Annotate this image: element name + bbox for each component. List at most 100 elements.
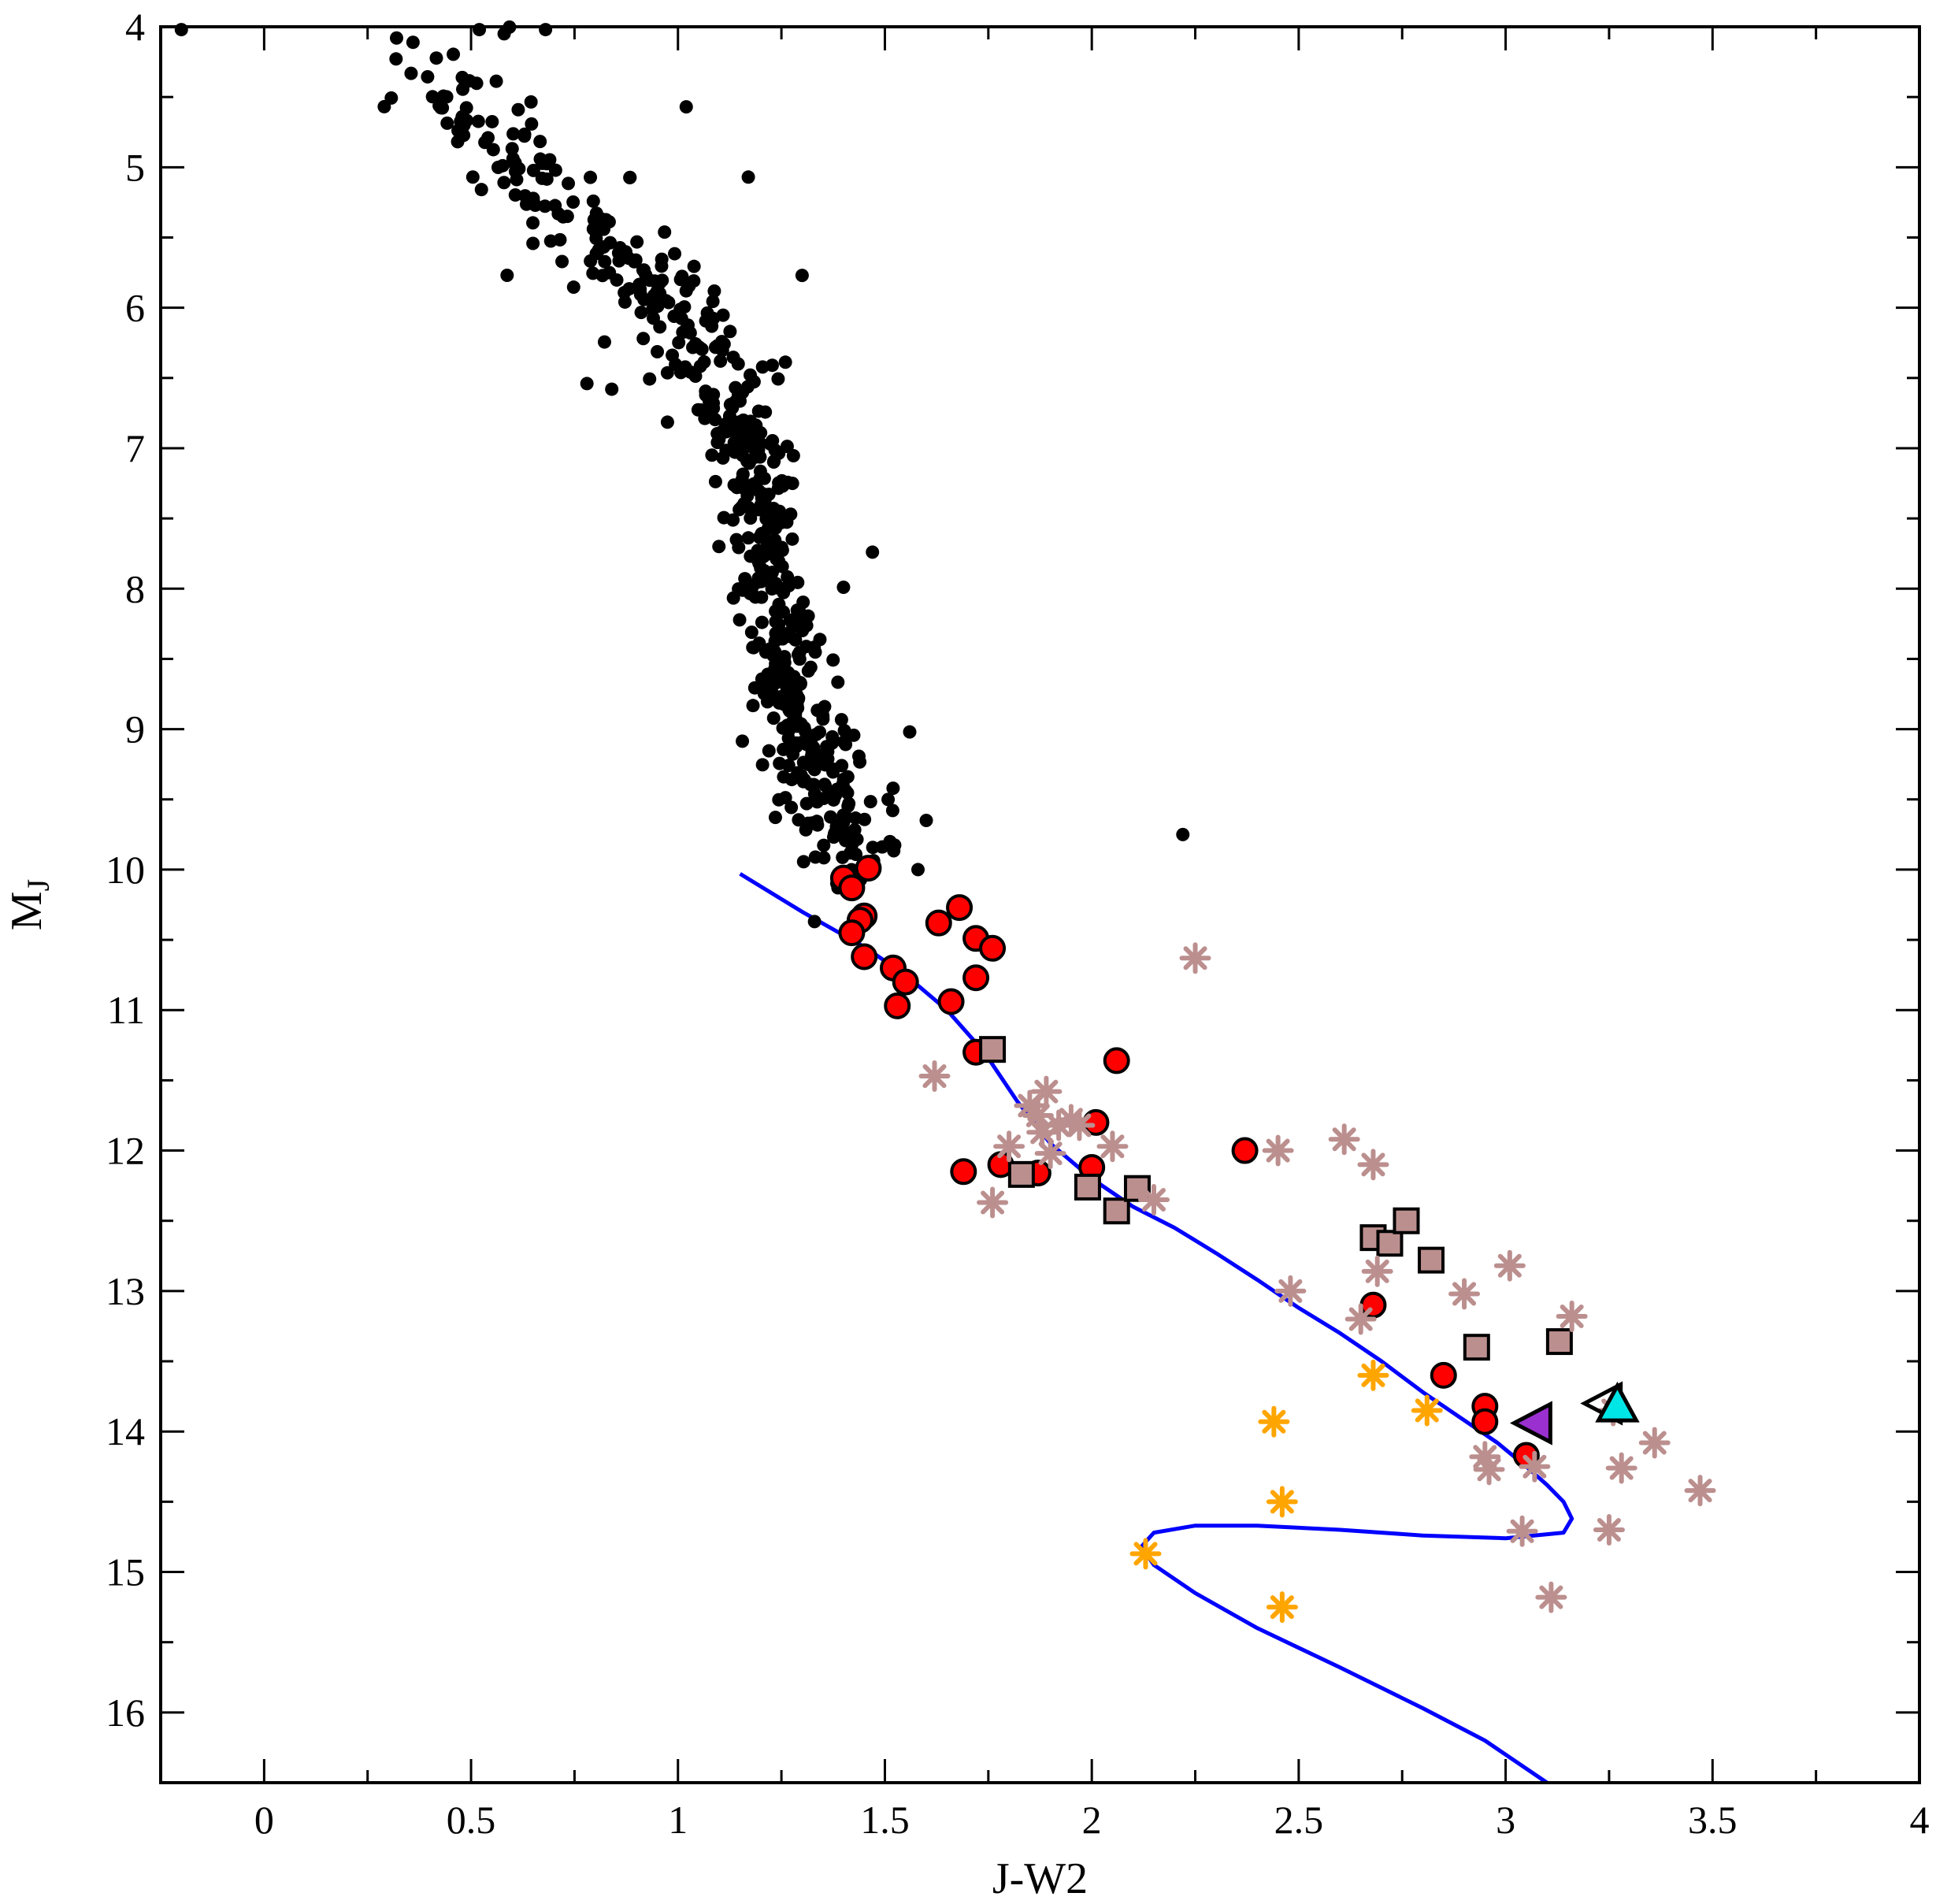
black-dot-point — [881, 792, 896, 807]
black-dot-point — [762, 744, 776, 758]
black-dot-point — [658, 225, 672, 239]
black-dot-point — [756, 573, 770, 587]
black-dot-point — [471, 114, 485, 128]
black-dot-point — [647, 274, 662, 288]
black-dot-point — [705, 448, 719, 462]
black-dot-point — [630, 235, 644, 249]
black-dot-point — [772, 792, 786, 807]
purple-triangle-point — [1509, 1401, 1552, 1446]
black-dot-point — [451, 135, 465, 149]
black-dot-point — [533, 135, 547, 149]
orange-star-point — [1258, 1405, 1290, 1438]
red-circle-point — [962, 964, 990, 992]
rosy-star-point — [1357, 1149, 1389, 1181]
black-dot-point — [758, 500, 773, 514]
square-point — [1074, 1173, 1101, 1201]
black-dot-point — [818, 778, 833, 792]
black-dot-point — [595, 269, 610, 283]
y-tick-label: 16 — [106, 1691, 145, 1735]
black-dot-point — [752, 530, 766, 544]
y-tick-label: 8 — [125, 566, 145, 611]
black-dot-point — [828, 826, 842, 840]
black-dot-point — [683, 326, 697, 340]
black-dot-point — [741, 170, 755, 184]
y-tick-label: 4 — [125, 5, 145, 49]
black-dot-point — [439, 90, 454, 104]
rosy-star-point-stroke — [1278, 1279, 1303, 1303]
black-dot-point — [831, 675, 845, 689]
black-dot-point — [809, 727, 823, 741]
black-dot-point — [633, 282, 647, 296]
orange-star-point-stroke — [1133, 1542, 1158, 1566]
cyan-triangle-point — [1595, 1381, 1640, 1423]
black-dot-point — [687, 274, 701, 288]
black-dot-point — [706, 295, 720, 309]
black-dot-point — [389, 52, 403, 66]
red-circle-point — [979, 934, 1007, 962]
black-dot-point — [538, 199, 552, 213]
black-dot-point — [817, 838, 831, 852]
black-dot-point — [741, 429, 755, 444]
rosy-star-point-stroke — [1642, 1431, 1667, 1455]
y-axis-title-subscript: J — [20, 879, 56, 892]
black-dot-point — [535, 171, 549, 185]
black-dot-point — [699, 314, 713, 328]
black-dot-point — [555, 254, 569, 269]
rosy-star-point — [1469, 1441, 1501, 1473]
black-dot-point — [465, 170, 480, 184]
red-circle-point — [1231, 1137, 1259, 1164]
rosy-star-point — [1493, 1249, 1526, 1282]
black-dot-point — [818, 700, 832, 714]
black-dot-point — [586, 222, 600, 236]
black-dot-point — [766, 535, 781, 549]
black-dot-point — [886, 781, 900, 796]
black-dot-point — [755, 758, 770, 772]
black-dot-point — [771, 372, 785, 386]
rosy-star-point-stroke — [1266, 1138, 1290, 1163]
black-dot-point — [510, 173, 524, 187]
red-circle-point — [838, 919, 866, 947]
black-dot-point — [826, 762, 840, 776]
red-circle-point — [1430, 1361, 1457, 1389]
rosy-star-point-stroke — [1688, 1479, 1712, 1503]
black-dot-point — [497, 176, 511, 190]
rosy-star-point-stroke — [1497, 1253, 1522, 1278]
black-dot-point — [715, 343, 729, 358]
square-point — [1007, 1160, 1035, 1188]
rosy-star-point-stroke — [1067, 1113, 1092, 1138]
black-dot-point — [778, 355, 792, 369]
black-dot-point — [765, 582, 779, 596]
x-tick-label: 0 — [254, 1798, 274, 1842]
x-tick-label: 2 — [1082, 1798, 1102, 1842]
rosy-star-point — [1328, 1123, 1360, 1156]
black-dot-point — [799, 611, 813, 625]
black-dot-point — [508, 188, 522, 202]
black-dot-point — [755, 615, 769, 629]
rosy-star-point-stroke — [1510, 1519, 1534, 1543]
black-dot-point — [429, 51, 443, 65]
rosy-star-point-stroke — [1141, 1187, 1166, 1212]
red-circle-point — [838, 874, 866, 902]
black-dot-point — [1176, 827, 1190, 841]
black-dot-point — [836, 850, 850, 864]
rosy-star-point-stroke — [1365, 1259, 1389, 1283]
black-dot-point — [455, 70, 469, 84]
black-dot-point — [729, 441, 744, 455]
black-dot-point — [791, 766, 805, 780]
black-dot-point — [785, 532, 799, 546]
rosy-star-point-stroke — [1609, 1456, 1634, 1480]
black-dot-point — [637, 292, 651, 306]
red-circle-point — [950, 1158, 977, 1186]
black-dot-point — [525, 117, 539, 131]
x-tick-label: 1 — [668, 1798, 688, 1842]
x-tick-label: 4 — [1910, 1798, 1930, 1842]
black-dot-point — [919, 814, 933, 828]
black-dot-point — [744, 414, 758, 429]
orange-star-point — [1411, 1394, 1443, 1427]
black-dot-point — [712, 540, 726, 554]
black-dot-point — [566, 280, 580, 295]
black-dot-point — [791, 575, 805, 589]
black-dot-point — [763, 676, 777, 690]
rosy-star-point-stroke — [1361, 1152, 1385, 1177]
red-circle-point — [851, 943, 878, 971]
